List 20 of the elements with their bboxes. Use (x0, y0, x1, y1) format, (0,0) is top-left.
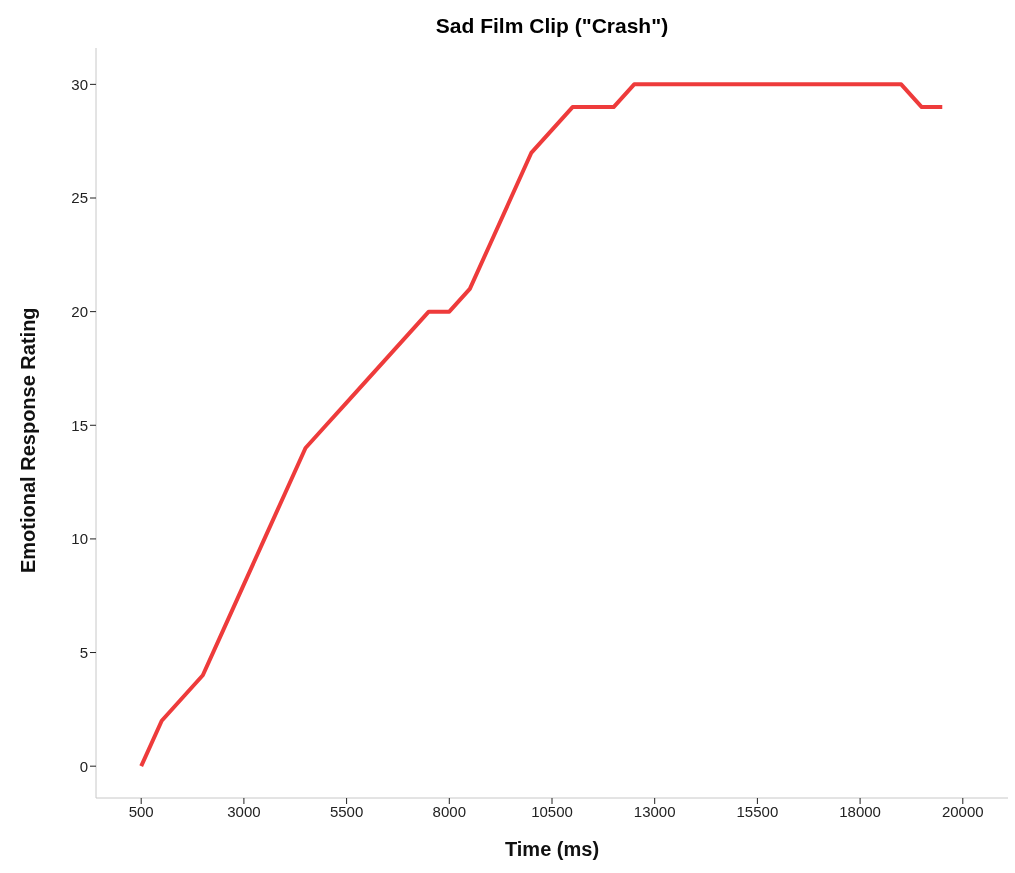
y-axis-title: Emotional Response Rating (17, 307, 40, 573)
y-tick-label: 30 (71, 75, 88, 93)
chart-title: Sad Film Clip ("Crash") (434, 14, 670, 38)
line-series (139, 82, 945, 769)
y-tick-label: 0 (79, 757, 88, 775)
x-tick-label: 15500 (736, 802, 779, 820)
x-tick-label: 3000 (227, 802, 261, 820)
y-tick-label: 20 (71, 302, 88, 320)
x-tick-label: 5500 (329, 802, 364, 820)
y-tick-label: 15 (71, 416, 88, 434)
y-tick-label: 10 (71, 530, 88, 548)
y-tick-label: 25 (71, 189, 88, 207)
x-tick-label: 500 (128, 802, 154, 820)
x-tick-label: 8000 (432, 802, 466, 820)
x-axis-title: Time (ms) (504, 838, 600, 860)
x-tick-label: 18000 (839, 802, 881, 820)
x-tick-label: 13000 (633, 802, 676, 820)
x-tick-label: 10500 (531, 802, 573, 820)
x-tick-label: 20000 (941, 802, 984, 820)
y-tick-label: 5 (79, 643, 88, 661)
